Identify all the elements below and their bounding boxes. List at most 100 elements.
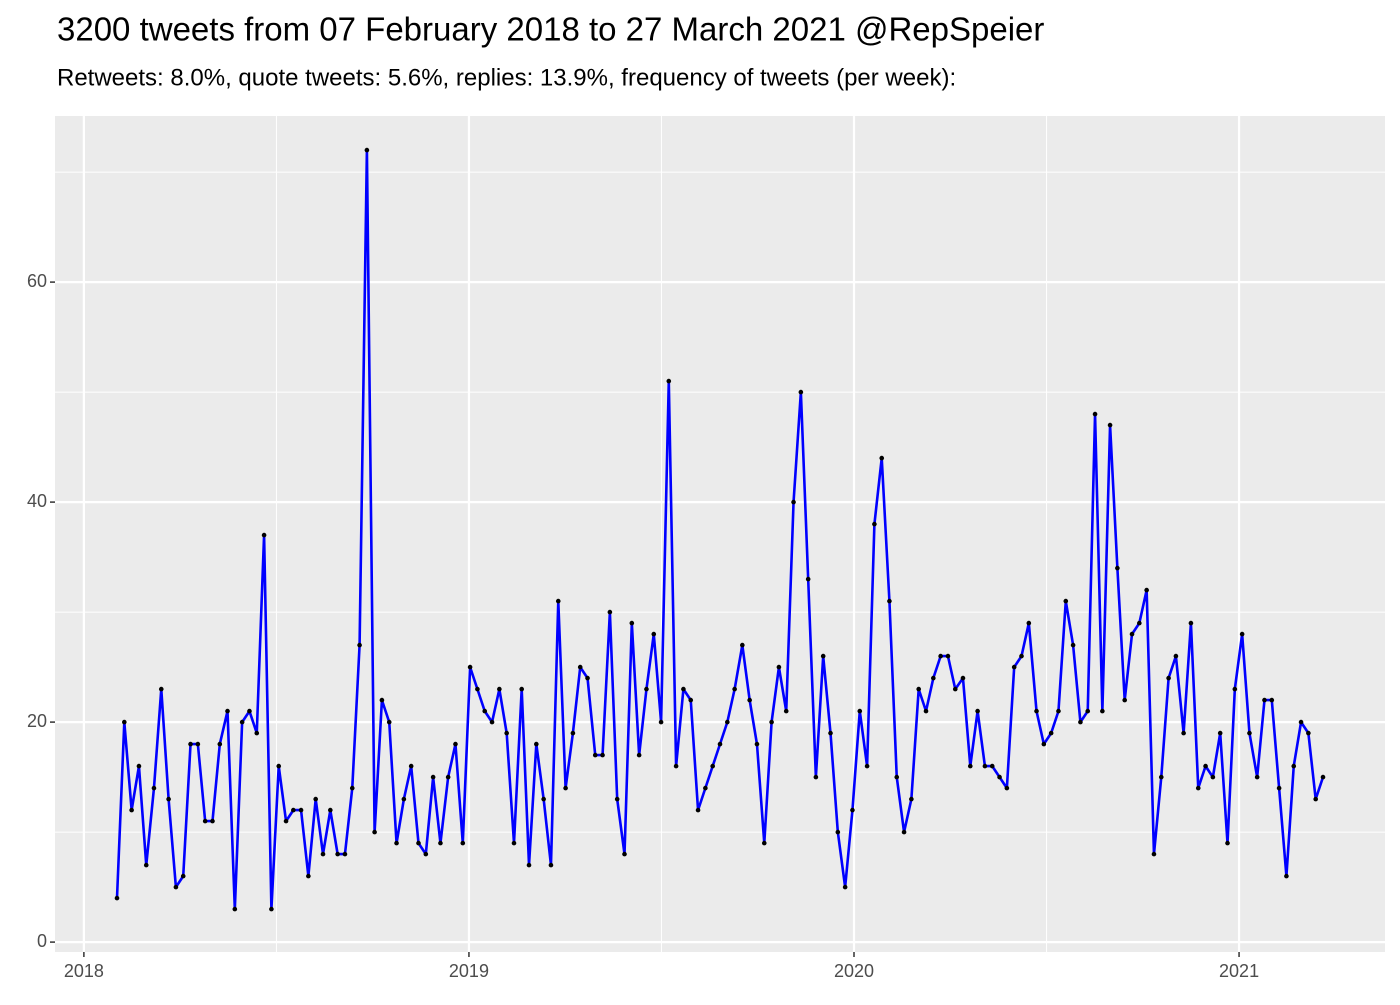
data-point [894, 774, 900, 780]
data-point [158, 686, 164, 692]
data-point [1203, 763, 1208, 769]
data-point [548, 862, 554, 868]
data-point [482, 708, 488, 714]
data-point [335, 851, 340, 857]
data-point [497, 686, 502, 692]
data-point [1217, 730, 1223, 736]
data-point [416, 840, 421, 846]
x-tick-label: 2021 [1219, 961, 1259, 981]
data-point [1166, 675, 1171, 681]
data-point [629, 620, 635, 626]
data-point [1173, 653, 1179, 659]
data-point [1004, 785, 1010, 791]
data-point [1276, 785, 1282, 791]
data-point [320, 851, 326, 857]
chart-title: 3200 tweets from 07 February 2018 to 27 … [57, 11, 1044, 48]
data-point [534, 741, 539, 747]
data-point [658, 719, 664, 725]
data-point [563, 785, 568, 791]
data-point [872, 521, 877, 527]
y-tick-label: 40 [27, 491, 47, 511]
data-point [349, 785, 355, 791]
data-point [1026, 620, 1032, 626]
data-point [585, 675, 590, 681]
data-point [725, 719, 730, 725]
data-point [967, 763, 973, 769]
data-point [1122, 697, 1127, 703]
data-point [695, 807, 701, 813]
data-point [401, 796, 407, 802]
data-point [195, 741, 201, 747]
data-point [717, 741, 723, 747]
data-point [931, 675, 936, 681]
data-point [394, 840, 399, 846]
data-point [555, 598, 561, 604]
data-point [541, 796, 546, 802]
data-point [430, 774, 436, 780]
data-point [828, 730, 833, 736]
data-point [467, 664, 473, 670]
data-point [1239, 631, 1245, 637]
data-point [1298, 719, 1304, 725]
data-point [1188, 620, 1194, 626]
data-point [210, 818, 215, 824]
data-point [666, 378, 672, 384]
chart-subtitle: Retweets: 8.0%, quote tweets: 5.6%, repl… [57, 64, 956, 91]
data-point [1092, 411, 1098, 417]
data-point [1225, 840, 1230, 846]
data-point [982, 763, 988, 769]
data-point [1137, 620, 1142, 626]
data-point [261, 532, 267, 538]
data-point [600, 752, 605, 758]
data-point [644, 686, 649, 692]
data-point [151, 785, 157, 791]
data-point [166, 796, 171, 802]
data-point [1269, 697, 1275, 703]
data-point [732, 686, 737, 692]
data-point [909, 796, 914, 802]
data-point [747, 697, 752, 703]
data-point [1181, 730, 1186, 736]
data-point [328, 807, 333, 813]
data-point [761, 840, 767, 846]
data-point [577, 664, 583, 670]
data-point [651, 631, 657, 637]
data-point [857, 708, 863, 714]
data-point [916, 686, 921, 692]
data-point [673, 763, 679, 769]
data-point [1011, 664, 1017, 670]
data-point [475, 686, 480, 692]
data-point [1085, 708, 1091, 714]
data-point [114, 895, 120, 901]
data-point [438, 840, 443, 846]
data-point [1247, 730, 1252, 736]
data-point [276, 763, 282, 769]
data-point [423, 851, 429, 857]
data-point [269, 906, 274, 912]
data-point [342, 851, 348, 857]
data-point [460, 840, 466, 846]
data-point [688, 697, 694, 703]
data-point [805, 576, 811, 582]
data-point [754, 741, 760, 747]
data-point [1048, 730, 1054, 736]
data-point [188, 741, 193, 747]
data-point [1107, 422, 1113, 428]
data-point [122, 719, 127, 725]
data-point [1158, 774, 1164, 780]
data-point [232, 906, 238, 912]
data-point [225, 708, 230, 714]
data-point [923, 708, 929, 714]
data-point [769, 719, 774, 725]
data-point [1210, 774, 1216, 780]
data-point [1313, 796, 1318, 802]
data-point [247, 708, 252, 714]
data-point [386, 719, 392, 725]
data-point [1254, 774, 1260, 780]
data-point [129, 807, 134, 813]
data-point [489, 719, 495, 725]
data-point [850, 807, 855, 813]
data-point [842, 884, 848, 890]
data-point [975, 708, 980, 714]
data-point [740, 642, 745, 648]
